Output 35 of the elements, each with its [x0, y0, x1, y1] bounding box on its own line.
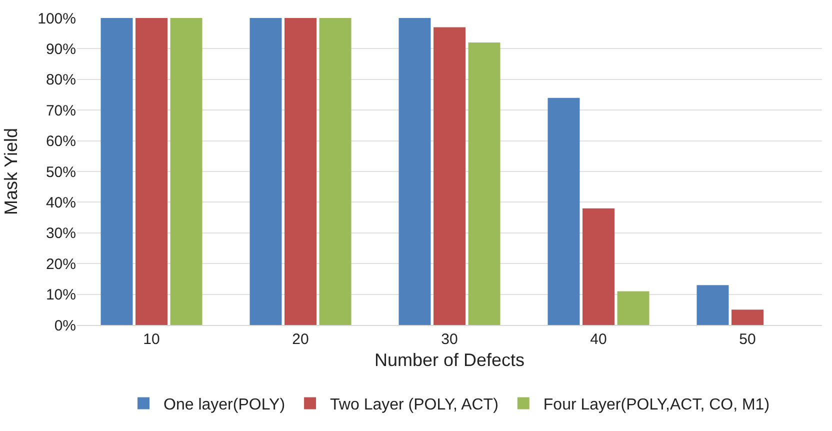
legend-label: Two Layer (POLY, ACT): [330, 396, 498, 414]
bar: [319, 18, 352, 325]
x-tick-label: 30: [441, 331, 458, 348]
y-tick-label: 50%: [46, 164, 76, 181]
y-tick-label: 10%: [46, 286, 76, 304]
x-tick-label: 20: [292, 331, 309, 348]
x-tick-label: 50: [739, 331, 756, 348]
legend-label: Four Layer(POLY,ACT, CO, M1): [543, 396, 770, 414]
x-tick-label: 10: [143, 331, 160, 348]
y-tick-label: 30%: [46, 225, 76, 242]
bar: [548, 98, 580, 325]
y-tick-label: 60%: [46, 133, 76, 150]
y-axis-title: Mask Yield: [0, 128, 21, 216]
y-tick-label: 40%: [46, 194, 76, 212]
x-tick-label: 40: [590, 331, 607, 348]
x-axis-title: Number of Defects: [374, 350, 525, 370]
bar: [250, 18, 282, 325]
y-tick-label: 0%: [54, 317, 76, 334]
y-tick-label: 90%: [46, 40, 76, 58]
legend-label: One layer(POLY): [164, 396, 286, 414]
bar: [100, 18, 133, 325]
bar: [617, 291, 650, 325]
y-tick-label: 80%: [46, 72, 76, 89]
y-tick-label: 70%: [46, 102, 76, 120]
bar: [136, 18, 168, 325]
bar: [284, 18, 316, 325]
y-tick-label: 20%: [46, 256, 76, 273]
bar: [434, 27, 466, 325]
bar: [398, 18, 431, 325]
bar: [170, 18, 202, 325]
bar: [696, 285, 729, 325]
y-tick-label: 100%: [38, 10, 76, 28]
bar: [582, 208, 614, 325]
bar: [468, 42, 500, 325]
bar: [732, 310, 764, 325]
